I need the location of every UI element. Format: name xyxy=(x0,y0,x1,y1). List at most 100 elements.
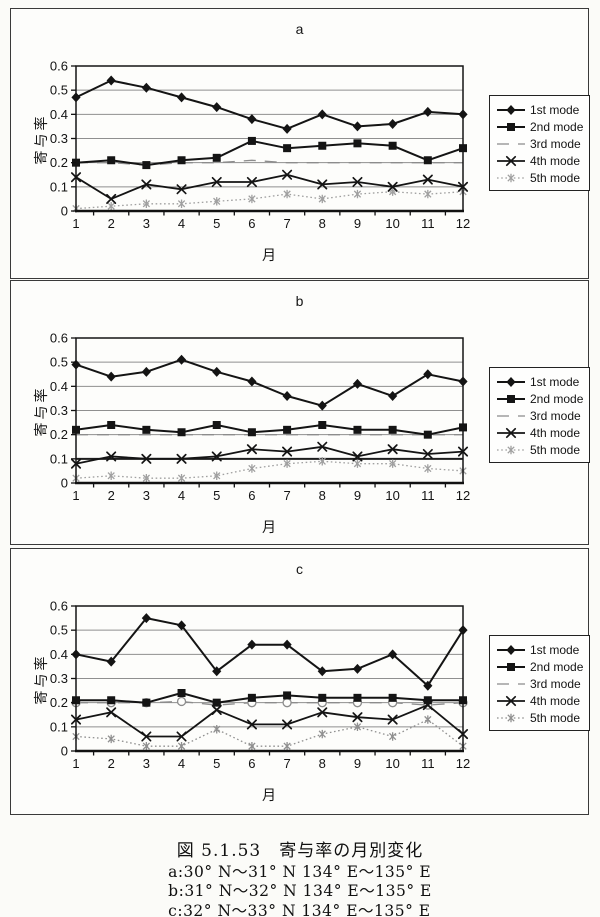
caption-title: 図 5.1.53 寄与率の月別変化 xyxy=(176,841,424,861)
panel-title-c: c xyxy=(296,561,303,577)
svg-text:0.1: 0.1 xyxy=(50,719,68,734)
legend-label: 1st mode xyxy=(530,102,580,117)
legend-item-2nd-mode: 2nd mode xyxy=(495,118,589,135)
legend-swatch-5th-mode xyxy=(497,173,525,182)
legend-item-1st-mode: 1st mode xyxy=(495,641,589,658)
axes xyxy=(71,65,464,216)
legend-label: 5th mode xyxy=(530,710,581,725)
svg-text:9: 9 xyxy=(354,216,361,231)
svg-text:3: 3 xyxy=(143,756,150,771)
svg-text:2: 2 xyxy=(108,216,115,231)
legend-label: 1st mode xyxy=(530,374,580,389)
x-tick-labels: 1 2 3 4 5 6 7 8 9 10 11 12 xyxy=(72,216,470,231)
plot-area-a: 00.10.20.30.40.50.61 2 3 4 5 6 7 8 9 10 11 12 xyxy=(50,59,470,232)
gridlines xyxy=(76,361,463,460)
series-1st-mode xyxy=(71,354,468,411)
svg-text:5: 5 xyxy=(213,756,220,771)
legend-label: 5th mode xyxy=(530,442,581,457)
svg-text:0.6: 0.6 xyxy=(50,599,68,614)
series-5th-mode xyxy=(72,457,467,483)
plot-area-c: 00.10.20.30.40.50.61 2 3 4 5 6 7 8 9 10 11 12 xyxy=(50,599,470,772)
svg-text:12: 12 xyxy=(456,216,470,231)
legend-label: 2nd mode xyxy=(530,659,584,674)
chart-panel-a: a 寄与率 0 0.1 0.2 0.3 0.4 0.5 0.6 1 2 3 4 5 6 7 8 9 10 11 12… xyxy=(10,8,590,279)
series-5th-mode xyxy=(72,187,467,213)
legend-item-1st-mode: 1st mode xyxy=(495,101,589,118)
legend-item-4th-mode: 4th mode xyxy=(495,692,589,709)
svg-text:0.5: 0.5 xyxy=(50,355,68,370)
legend-b: 1st mode 2nd mode 3rd mode 4th mode 5th mode xyxy=(489,367,590,463)
series-5th-mode xyxy=(72,715,467,751)
legend-c: 1st mode 2nd mode 3rd mode 4th mode 5th mode xyxy=(489,635,590,731)
svg-text:0.5: 0.5 xyxy=(50,623,68,638)
svg-text:8: 8 xyxy=(319,216,326,231)
legend-item-2nd-mode: 2nd mode xyxy=(495,658,589,675)
svg-text:6: 6 xyxy=(248,488,255,503)
legend-item-5th-mode: 5th mode xyxy=(495,169,589,186)
legend-swatch-5th-mode xyxy=(497,445,525,454)
x-axis-title-b: 月 xyxy=(262,519,276,535)
legend-swatch-1st-mode xyxy=(497,644,525,655)
series-4th-mode xyxy=(70,441,469,469)
series-4th-mode xyxy=(70,700,469,742)
svg-text:0.2: 0.2 xyxy=(50,427,68,442)
plot-area-b: 00.10.20.30.40.50.61 2 3 4 5 6 7 8 9 10 11 12 xyxy=(50,331,470,504)
legend-swatch-3rd-mode xyxy=(497,142,525,145)
x-tick-labels: 1 2 3 4 5 6 7 8 9 10 11 12 xyxy=(72,756,470,771)
x-axis-title-c: 月 xyxy=(262,787,276,803)
caption-line-a: a:30° N〜31° N 134° E〜135° E xyxy=(168,863,432,881)
x-axis-title-a: 月 xyxy=(262,247,276,263)
axes xyxy=(71,337,464,488)
legend-item-2nd-mode: 2nd mode xyxy=(495,390,589,407)
legend-swatch-2nd-mode xyxy=(497,662,525,671)
svg-text:0.3: 0.3 xyxy=(50,131,68,146)
chart-panel-c: c 寄与率 0 0.1 0.2 0.3 0.4 0.5 0.6 1 2 3 4 5 6 7 8 9 10 11 12… xyxy=(10,548,590,815)
x-tick-labels: 1 2 3 4 5 6 7 8 9 10 11 12 xyxy=(72,488,470,503)
svg-text:2: 2 xyxy=(108,756,115,771)
svg-text:0.1: 0.1 xyxy=(50,179,68,194)
legend-label: 4th mode xyxy=(530,153,581,168)
svg-text:0.2: 0.2 xyxy=(50,695,68,710)
svg-text:6: 6 xyxy=(248,216,255,231)
svg-text:12: 12 xyxy=(456,488,470,503)
svg-text:2: 2 xyxy=(108,488,115,503)
svg-text:0.1: 0.1 xyxy=(50,451,68,466)
svg-text:4: 4 xyxy=(178,216,185,231)
svg-text:7: 7 xyxy=(283,488,290,503)
svg-text:11: 11 xyxy=(421,488,435,503)
legend-swatch-2nd-mode xyxy=(497,394,525,403)
legend-swatch-3rd-mode xyxy=(497,414,525,417)
axes xyxy=(71,605,464,756)
gridlines xyxy=(76,89,463,188)
svg-text:0: 0 xyxy=(61,476,68,491)
svg-text:0.4: 0.4 xyxy=(50,107,68,122)
legend-swatch-2nd-mode xyxy=(497,122,525,131)
svg-text:0.3: 0.3 xyxy=(50,671,68,686)
legend-item-3rd-mode: 3rd mode xyxy=(495,135,589,152)
svg-text:9: 9 xyxy=(354,756,361,771)
series-1st-mode xyxy=(71,613,468,691)
svg-text:0.4: 0.4 xyxy=(50,379,68,394)
y-tick-labels: 0 0.1 0.2 0.3 0.4 0.5 0.6 xyxy=(50,599,68,759)
svg-text:4: 4 xyxy=(178,756,185,771)
legend-label: 3rd mode xyxy=(530,408,581,423)
legend-swatch-3rd-mode xyxy=(497,682,525,685)
svg-text:3: 3 xyxy=(143,488,150,503)
svg-text:0.3: 0.3 xyxy=(50,403,68,418)
y-tick-labels: 0 0.1 0.2 0.3 0.4 0.5 0.6 xyxy=(50,331,68,491)
svg-text:11: 11 xyxy=(421,216,435,231)
legend-item-3rd-mode: 3rd mode xyxy=(495,407,589,424)
legend-item-4th-mode: 4th mode xyxy=(495,424,589,441)
legend-swatch-5th-mode xyxy=(497,713,525,722)
series-2nd-mode xyxy=(72,421,467,439)
legend-label: 2nd mode xyxy=(530,391,584,406)
svg-text:0: 0 xyxy=(61,204,68,219)
svg-text:0.5: 0.5 xyxy=(50,83,68,98)
legend-label: 1st mode xyxy=(530,642,580,657)
svg-text:0: 0 xyxy=(61,744,68,759)
svg-text:11: 11 xyxy=(421,756,435,771)
svg-text:3: 3 xyxy=(143,216,150,231)
legend-label: 2nd mode xyxy=(530,119,584,134)
caption-line-b: b:31° N〜32° N 134° E〜135° E xyxy=(168,882,432,901)
legend-label: 5th mode xyxy=(530,170,581,185)
